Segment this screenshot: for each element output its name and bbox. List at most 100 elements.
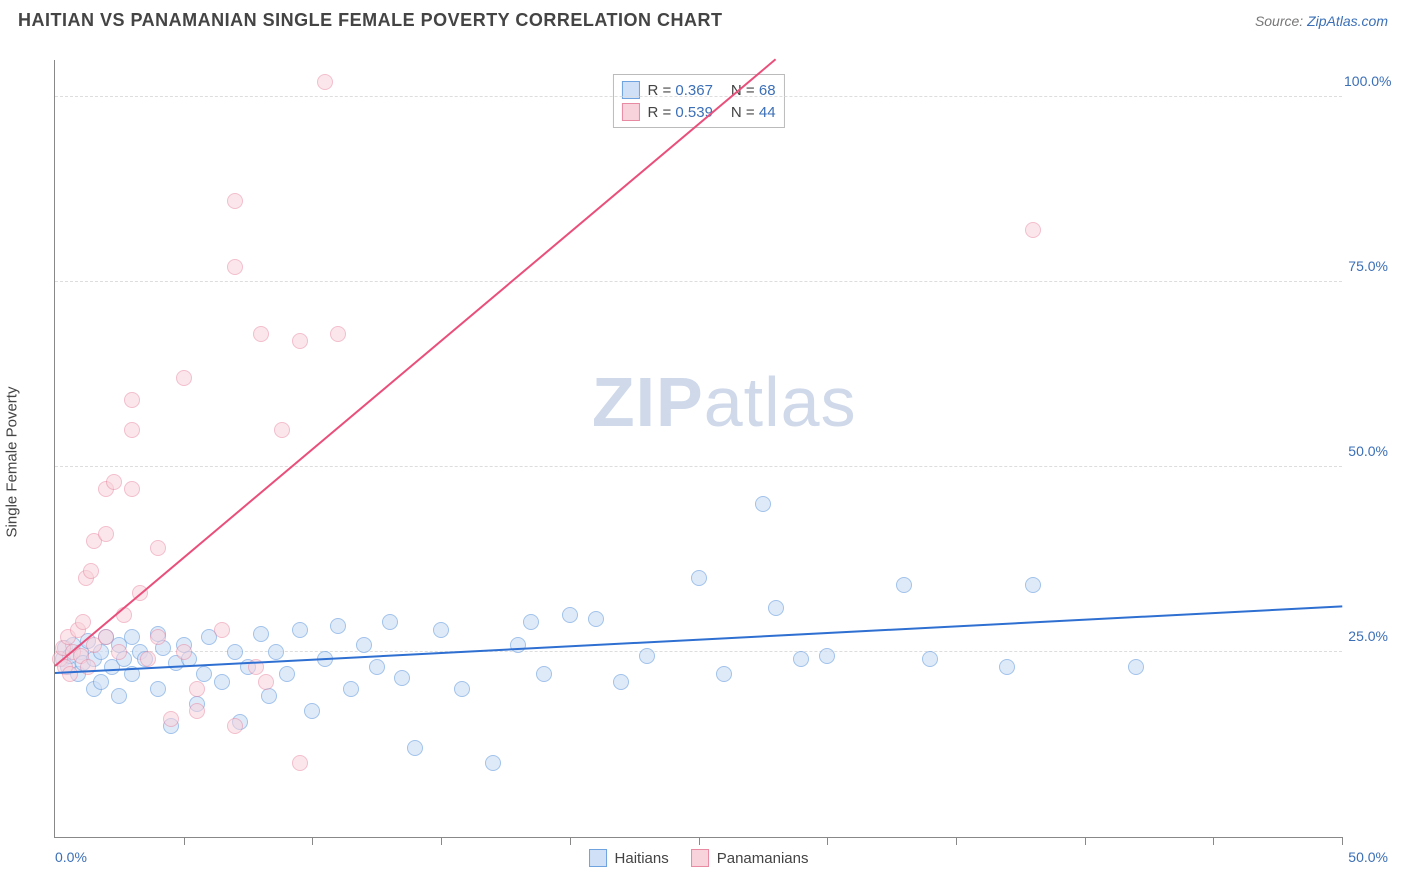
scatter-point-haitians <box>999 659 1015 675</box>
scatter-point-panamanians <box>98 526 114 542</box>
x-tick <box>1085 837 1086 845</box>
scatter-point-panamanians <box>189 703 205 719</box>
scatter-point-haitians <box>124 629 140 645</box>
scatter-point-haitians <box>613 674 629 690</box>
scatter-point-panamanians <box>176 644 192 660</box>
gridline <box>55 96 1342 97</box>
x-tick <box>570 837 571 845</box>
gridline <box>55 281 1342 282</box>
scatter-point-haitians <box>588 611 604 627</box>
scatter-point-haitians <box>407 740 423 756</box>
scatter-point-panamanians <box>317 74 333 90</box>
legend-swatch-haitians <box>589 849 607 867</box>
scatter-point-haitians <box>261 688 277 704</box>
scatter-point-haitians <box>150 681 166 697</box>
scatter-point-panamanians <box>150 540 166 556</box>
scatter-point-haitians <box>268 644 284 660</box>
scatter-point-haitians <box>433 622 449 638</box>
scatter-point-haitians <box>639 648 655 664</box>
scatter-point-haitians <box>716 666 732 682</box>
scatter-point-panamanians <box>274 422 290 438</box>
legend-item-haitians: Haitians <box>589 849 669 867</box>
legend-row-haitians: R = 0.367N = 68 <box>621 79 775 101</box>
source-label: Source: ZipAtlas.com <box>1255 13 1388 29</box>
scatter-point-haitians <box>196 666 212 682</box>
legend-swatch-panamanians <box>621 103 639 121</box>
scatter-point-haitians <box>562 607 578 623</box>
scatter-point-panamanians <box>330 326 346 342</box>
scatter-point-haitians <box>536 666 552 682</box>
gridline <box>55 651 1342 652</box>
scatter-point-panamanians <box>124 422 140 438</box>
scatter-point-haitians <box>896 577 912 593</box>
source-link[interactable]: ZipAtlas.com <box>1307 13 1388 29</box>
scatter-point-haitians <box>819 648 835 664</box>
scatter-point-panamanians <box>124 481 140 497</box>
scatter-point-haitians <box>356 637 372 653</box>
scatter-point-haitians <box>330 618 346 634</box>
x-tick <box>1342 837 1343 845</box>
x-tick <box>184 837 185 845</box>
scatter-point-haitians <box>382 614 398 630</box>
scatter-point-haitians <box>793 651 809 667</box>
scatter-point-panamanians <box>83 563 99 579</box>
scatter-point-haitians <box>1128 659 1144 675</box>
x-axis-min-label: 0.0% <box>55 849 87 865</box>
scatter-point-panamanians <box>163 711 179 727</box>
scatter-point-haitians <box>279 666 295 682</box>
scatter-point-panamanians <box>227 193 243 209</box>
gridline <box>55 466 1342 467</box>
y-axis-label: Single Female Poverty <box>4 387 21 538</box>
scatter-point-panamanians <box>140 651 156 667</box>
x-tick <box>699 837 700 845</box>
scatter-point-haitians <box>768 600 784 616</box>
scatter-point-panamanians <box>62 666 78 682</box>
scatter-point-panamanians <box>1025 222 1041 238</box>
legend-label-haitians: Haitians <box>615 850 669 867</box>
scatter-point-haitians <box>755 496 771 512</box>
scatter-point-haitians <box>485 755 501 771</box>
scatter-point-haitians <box>394 670 410 686</box>
scatter-point-panamanians <box>111 644 127 660</box>
trend-line-panamanians <box>54 58 776 666</box>
scatter-point-panamanians <box>227 259 243 275</box>
trend-line-haitians <box>55 606 1342 675</box>
x-tick <box>956 837 957 845</box>
legend-row-panamanians: R = 0.539N = 44 <box>621 101 775 123</box>
scatter-point-panamanians <box>98 629 114 645</box>
watermark-atlas: atlas <box>704 363 857 441</box>
scatter-point-panamanians <box>292 755 308 771</box>
x-tick <box>827 837 828 845</box>
y-tick-label: 25.0% <box>1344 628 1388 644</box>
x-tick <box>312 837 313 845</box>
watermark-zip: ZIP <box>592 363 704 441</box>
scatter-point-panamanians <box>253 326 269 342</box>
chart-title: HAITIAN VS PANAMANIAN SINGLE FEMALE POVE… <box>18 10 723 31</box>
scatter-point-panamanians <box>176 370 192 386</box>
y-tick-label: 75.0% <box>1344 258 1388 274</box>
scatter-point-haitians <box>214 674 230 690</box>
x-tick <box>1213 837 1214 845</box>
legend-swatch-panamanians <box>691 849 709 867</box>
scatter-point-haitians <box>691 570 707 586</box>
scatter-point-haitians <box>253 626 269 642</box>
scatter-point-panamanians <box>75 614 91 630</box>
scatter-point-panamanians <box>124 392 140 408</box>
scatter-point-panamanians <box>292 333 308 349</box>
scatter-point-haitians <box>304 703 320 719</box>
chart-container: Single Female Poverty ZIPatlas R = 0.367… <box>18 50 1388 874</box>
x-tick <box>441 837 442 845</box>
watermark: ZIPatlas <box>592 362 857 442</box>
scatter-point-haitians <box>93 674 109 690</box>
legend-item-panamanians: Panamanians <box>691 849 809 867</box>
y-tick-label: 100.0% <box>1344 73 1388 89</box>
scatter-point-panamanians <box>227 718 243 734</box>
scatter-point-haitians <box>922 651 938 667</box>
legend-n-panamanians: N = 44 <box>731 104 776 121</box>
y-tick-label: 50.0% <box>1344 443 1388 459</box>
legend-correlation-box: R = 0.367N = 68R = 0.539N = 44 <box>612 74 784 128</box>
x-axis-max-label: 50.0% <box>1348 849 1388 865</box>
scatter-point-haitians <box>111 688 127 704</box>
scatter-point-panamanians <box>189 681 205 697</box>
scatter-point-panamanians <box>150 629 166 645</box>
